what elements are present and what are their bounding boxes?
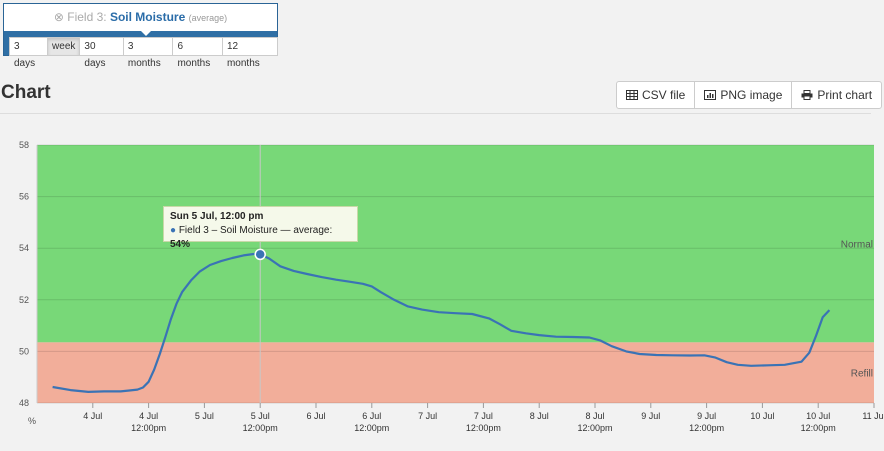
x-tick-label: 6 Jul bbox=[306, 411, 325, 421]
x-tick-label: 8 Jul bbox=[530, 411, 549, 421]
zone-label-normal: Normal bbox=[841, 240, 873, 251]
page-title: Chart bbox=[1, 82, 51, 103]
highlight-point bbox=[254, 248, 266, 261]
field-name[interactable]: Soil Moisture bbox=[109, 10, 186, 24]
y-unit-label: % bbox=[28, 416, 36, 426]
x-tick-label: 9 Jul bbox=[641, 411, 660, 421]
x-tick-sublabel: 12:00pm bbox=[243, 423, 278, 433]
series-dot-icon: ● bbox=[170, 225, 177, 236]
field-selector-panel: ⊗ Field 3: Soil Moisture (average) 3 day… bbox=[3, 3, 278, 69]
tooltip-series-label: Field 3 – Soil Moisture — average: bbox=[178, 225, 333, 236]
x-tick-label: 10 Jul bbox=[806, 411, 830, 421]
range-button-group: 3 days week 30 days 3 months 6 months 12 mont… bbox=[9, 37, 278, 69]
chart-tooltip: Sun 5 Jul, 12:00 pm ● Field 3 – Soil Moi… bbox=[163, 206, 358, 250]
x-tick-sublabel: 12:00pm bbox=[354, 423, 389, 433]
x-tick-label: 4 Jul bbox=[83, 411, 102, 421]
zone-normal bbox=[37, 145, 874, 343]
range-button-12-months[interactable]: 12 months bbox=[221, 37, 278, 69]
png-image-label: PNG image bbox=[720, 88, 783, 102]
x-circle-icon[interactable]: ⊗ bbox=[53, 10, 64, 24]
field-header: ⊗ Field 3: Soil Moisture (average) bbox=[4, 4, 277, 31]
tooltip-time: Sun 5 Jul, 12:00 pm bbox=[170, 211, 264, 222]
tooltip-series-row: ● Field 3 – Soil Moisture — average: 54% bbox=[170, 224, 351, 252]
field-aggregate: (average) bbox=[188, 13, 228, 23]
x-tick-sublabel: 12:00pm bbox=[466, 423, 501, 433]
print-chart-button[interactable]: Print chart bbox=[791, 81, 883, 109]
x-tick-label: 5 Jul bbox=[195, 411, 214, 421]
table-icon bbox=[626, 90, 638, 100]
y-tick-label: 54 bbox=[19, 243, 29, 253]
x-tick-label: 10 Jul bbox=[750, 411, 774, 421]
printer-icon bbox=[801, 90, 813, 100]
zone-refill bbox=[37, 342, 874, 403]
range-button-30-days[interactable]: 30 days bbox=[79, 37, 124, 69]
x-tick-label: 9 Jul bbox=[697, 411, 716, 421]
x-tick-label: 7 Jul bbox=[418, 411, 437, 421]
x-tick-label: 4 Jul bbox=[139, 411, 158, 421]
y-tick-label: 56 bbox=[19, 192, 29, 202]
x-tick-sublabel: 12:00pm bbox=[577, 423, 612, 433]
x-tick-sublabel: 12:00pm bbox=[131, 423, 166, 433]
x-tick-sublabel: 12:00pm bbox=[801, 423, 836, 433]
y-tick-label: 52 bbox=[19, 295, 29, 305]
csv-file-label: CSV file bbox=[642, 88, 686, 102]
x-tick-label: 5 Jul bbox=[251, 411, 270, 421]
print-chart-label: Print chart bbox=[817, 88, 873, 102]
range-button-6-months[interactable]: 6 months bbox=[172, 37, 223, 69]
bar-chart-icon bbox=[704, 90, 717, 100]
y-tick-label: 48 bbox=[19, 398, 29, 408]
field-prefix: Field 3: bbox=[67, 10, 107, 24]
x-tick-sublabel: 12:00pm bbox=[689, 423, 724, 433]
tooltip-value: 54% bbox=[170, 239, 191, 250]
csv-file-button[interactable]: CSV file bbox=[616, 81, 696, 109]
x-tick-label: 7 Jul bbox=[474, 411, 493, 421]
divider bbox=[0, 113, 871, 114]
caret-down-icon bbox=[141, 31, 151, 36]
x-tick-label: 6 Jul bbox=[362, 411, 381, 421]
export-toolbar: CSV file PNG image Print chart bbox=[616, 81, 883, 109]
series-line bbox=[52, 252, 831, 393]
y-tick-label: 58 bbox=[19, 140, 29, 150]
x-tick-label: 8 Jul bbox=[585, 411, 604, 421]
zone-label-refill: Refill bbox=[851, 369, 873, 380]
png-image-button[interactable]: PNG image bbox=[694, 81, 793, 109]
y-tick-label: 50 bbox=[19, 346, 29, 356]
x-tick-label: 11 Jul bbox=[862, 411, 884, 421]
